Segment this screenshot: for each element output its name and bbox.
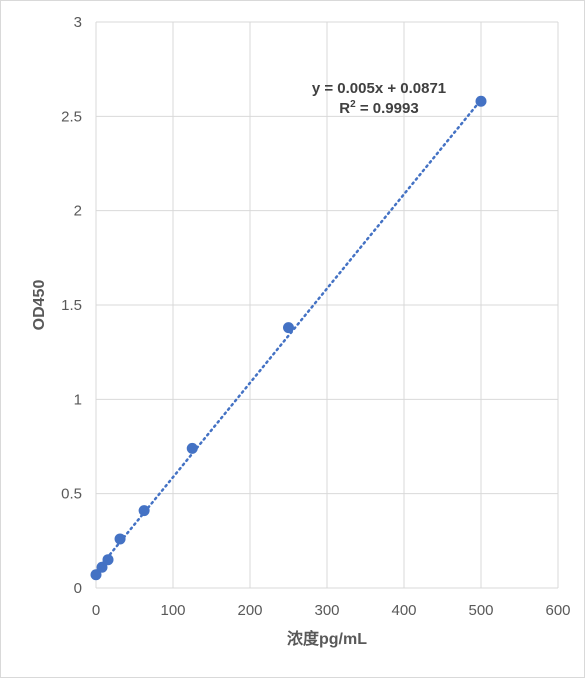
y-tick-label: 2 (74, 203, 82, 220)
x-tick-label: 100 (160, 602, 185, 619)
data-point (90, 569, 102, 581)
r-squared-label: R2 = 0.9993 (339, 99, 418, 117)
r-squared-value: = 0.9993 (356, 100, 419, 117)
y-tick-label: 3 (74, 14, 82, 31)
x-axis-title: 浓度pg/mL (287, 629, 367, 648)
r-squared-prefix: R (339, 100, 350, 117)
y-tick-label: 1.5 (61, 297, 82, 314)
gridlines (95, 21, 559, 589)
y-tick-label: 0.5 (61, 486, 82, 503)
data-point (475, 95, 487, 107)
y-tick-label: 1 (74, 391, 82, 408)
data-point (102, 554, 114, 566)
y-axis-ticks: 0 0.5 1 1.5 2 2.5 3 (61, 14, 82, 597)
r-squared-superscript: 2 (350, 99, 356, 110)
y-tick-label: 2.5 (61, 108, 82, 125)
data-point (138, 505, 150, 517)
data-point (114, 533, 126, 545)
trendline (94, 98, 483, 573)
data-point (96, 561, 108, 573)
x-tick-label: 0 (92, 602, 100, 619)
x-tick-label: 400 (391, 602, 416, 619)
x-tick-label: 500 (468, 602, 493, 619)
data-point (283, 322, 294, 334)
y-axis-title: OD450 (31, 280, 48, 331)
data-points (90, 95, 487, 581)
x-axis-ticks: 0 100 200 300 400 500 600 (92, 602, 571, 619)
y-tick-label: 0 (74, 580, 82, 597)
x-tick-label: 600 (545, 602, 570, 619)
x-tick-label: 200 (237, 602, 262, 619)
trendline-equation: y = 0.005x + 0.0871 (312, 80, 446, 97)
data-point (186, 442, 198, 454)
x-tick-label: 300 (314, 602, 339, 619)
